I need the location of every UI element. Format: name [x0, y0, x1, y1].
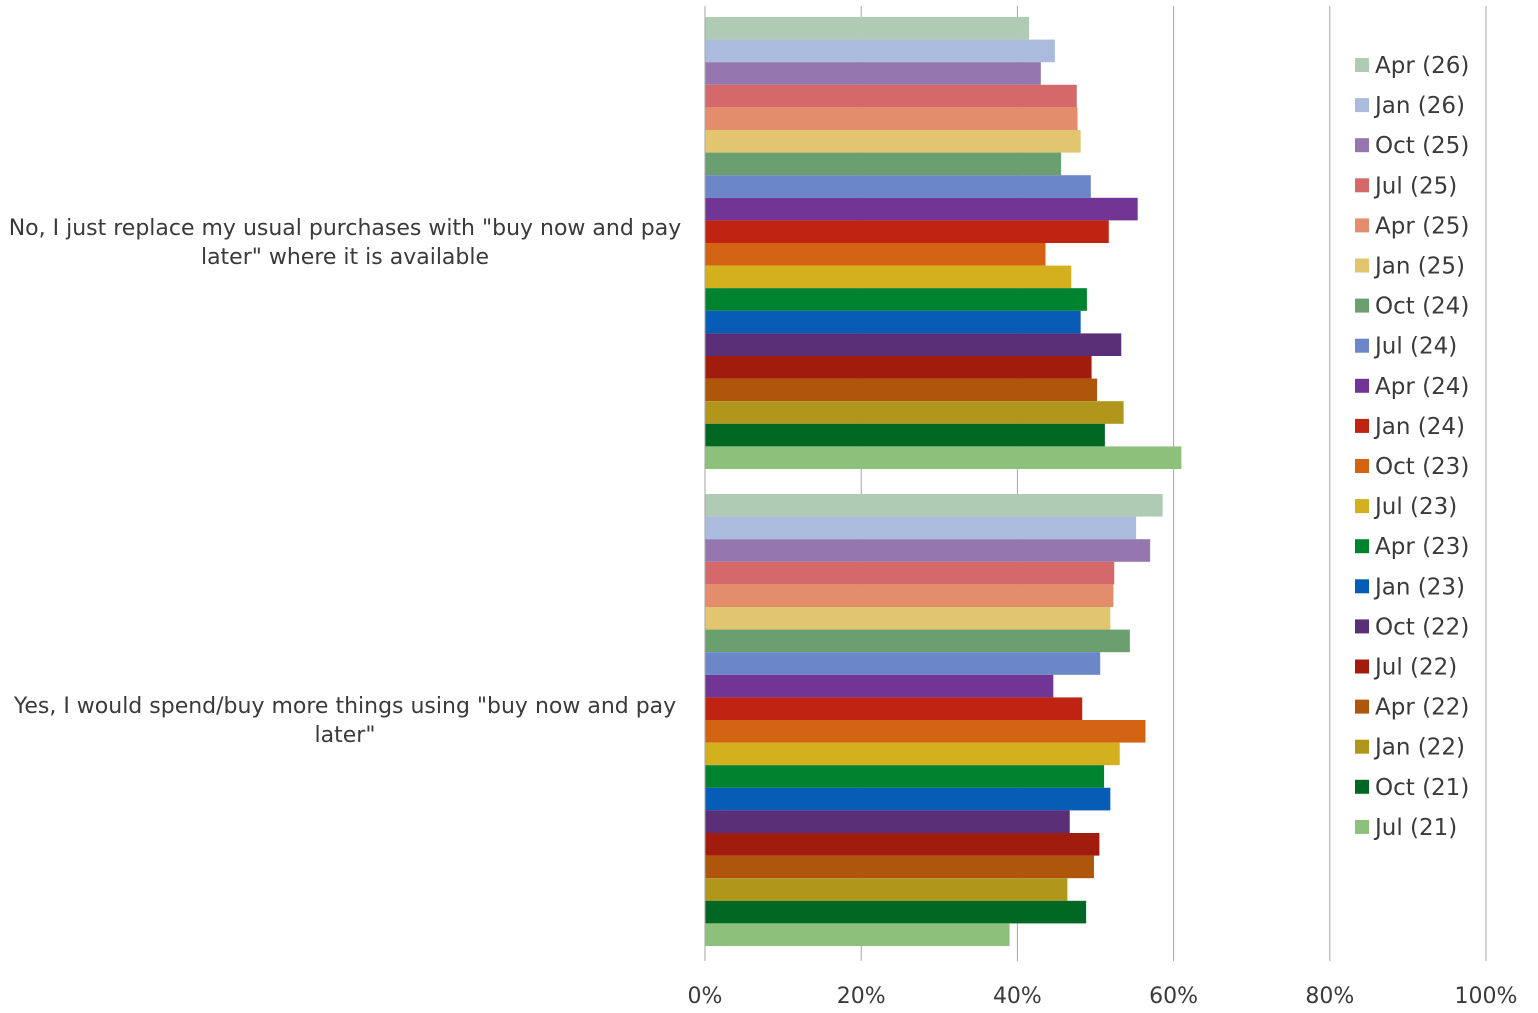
legend-swatch [1355, 659, 1369, 674]
legend-label: Apr (22) [1375, 695, 1469, 721]
legend-label: Jul (22) [1373, 655, 1457, 681]
legend-swatch [1355, 338, 1369, 353]
legend-swatch [1355, 418, 1369, 433]
x-tick-label: 60% [1149, 984, 1198, 1009]
legend-label: Apr (24) [1375, 374, 1469, 400]
bar [705, 855, 1094, 879]
bar [705, 243, 1046, 266]
legend-swatch [1355, 178, 1369, 193]
legend-swatch [1355, 819, 1369, 834]
bar [705, 833, 1100, 856]
legend-label: Jan (24) [1373, 414, 1465, 440]
bar [705, 446, 1182, 469]
legend-swatch [1355, 699, 1369, 714]
bar [705, 152, 1062, 176]
bar [705, 333, 1122, 356]
legend-swatch [1355, 58, 1369, 72]
legend-swatch [1355, 499, 1369, 514]
bar [705, 697, 1083, 720]
bar [705, 900, 1087, 924]
legend-label: Oct (21) [1375, 775, 1469, 801]
legend-swatch [1355, 98, 1369, 113]
legend-swatch [1355, 779, 1369, 794]
bar [705, 629, 1130, 653]
bar [705, 810, 1070, 833]
bar [705, 401, 1124, 424]
legend-label: Oct (25) [1375, 133, 1469, 159]
legend-label: Jul (25) [1373, 173, 1457, 199]
legend-label: Apr (23) [1375, 534, 1469, 560]
x-tick-label: 100% [1455, 984, 1518, 1009]
x-tick-label: 40% [993, 984, 1042, 1009]
bar [705, 494, 1163, 517]
bar [705, 561, 1115, 585]
bar [705, 175, 1091, 198]
bar [705, 765, 1105, 788]
bar [705, 423, 1105, 447]
legend-swatch [1355, 378, 1369, 393]
bar [705, 516, 1137, 540]
legend-label: Oct (24) [1375, 294, 1469, 320]
bar [705, 107, 1078, 130]
bar [705, 787, 1111, 811]
bar [705, 197, 1138, 221]
legend-label: Jul (24) [1373, 334, 1457, 360]
bar [705, 84, 1077, 108]
legend-swatch [1355, 459, 1369, 473]
bar [705, 265, 1072, 289]
legend-label: Jan (23) [1373, 574, 1465, 600]
bar [705, 652, 1101, 675]
bar [705, 356, 1092, 379]
legend-label: Oct (22) [1375, 614, 1469, 640]
bar [705, 742, 1120, 766]
bar [705, 130, 1081, 153]
legend-swatch [1355, 258, 1369, 273]
legend-label: Jul (23) [1373, 494, 1457, 520]
legend-label: Apr (26) [1375, 53, 1469, 79]
bar [705, 378, 1098, 402]
bar [705, 607, 1111, 630]
legend-swatch [1355, 579, 1369, 594]
bar [705, 720, 1146, 743]
legend-swatch [1355, 218, 1369, 233]
legend-swatch [1355, 739, 1369, 754]
bar [705, 674, 1054, 698]
bar [705, 62, 1041, 85]
legend-swatch [1355, 539, 1369, 554]
legend-label: Oct (23) [1375, 454, 1469, 480]
legend-label: Jan (25) [1373, 254, 1465, 280]
legend-swatch [1355, 298, 1369, 313]
category-label-no: No, I just replace my usual purchases wi… [8, 216, 682, 270]
legend-label: Jan (22) [1373, 735, 1465, 761]
legend-label: Jan (26) [1373, 93, 1465, 119]
x-tick-label: 0% [688, 984, 723, 1009]
bar [705, 39, 1055, 63]
bar [705, 878, 1068, 901]
bar [705, 310, 1081, 334]
legend-swatch [1355, 619, 1369, 634]
legend-label: Jul (21) [1373, 815, 1457, 841]
x-tick-label: 80% [1305, 984, 1354, 1009]
legend-label: Apr (25) [1375, 213, 1469, 239]
bar [705, 584, 1114, 607]
bar [705, 220, 1109, 243]
bar [705, 539, 1151, 562]
bar [705, 288, 1087, 311]
bar [705, 17, 1030, 40]
x-tick-label: 20% [837, 984, 886, 1009]
legend-swatch [1355, 138, 1369, 153]
bar [705, 923, 1010, 946]
category-label-yes: Yes, I would spend/buy more things using… [13, 694, 677, 748]
